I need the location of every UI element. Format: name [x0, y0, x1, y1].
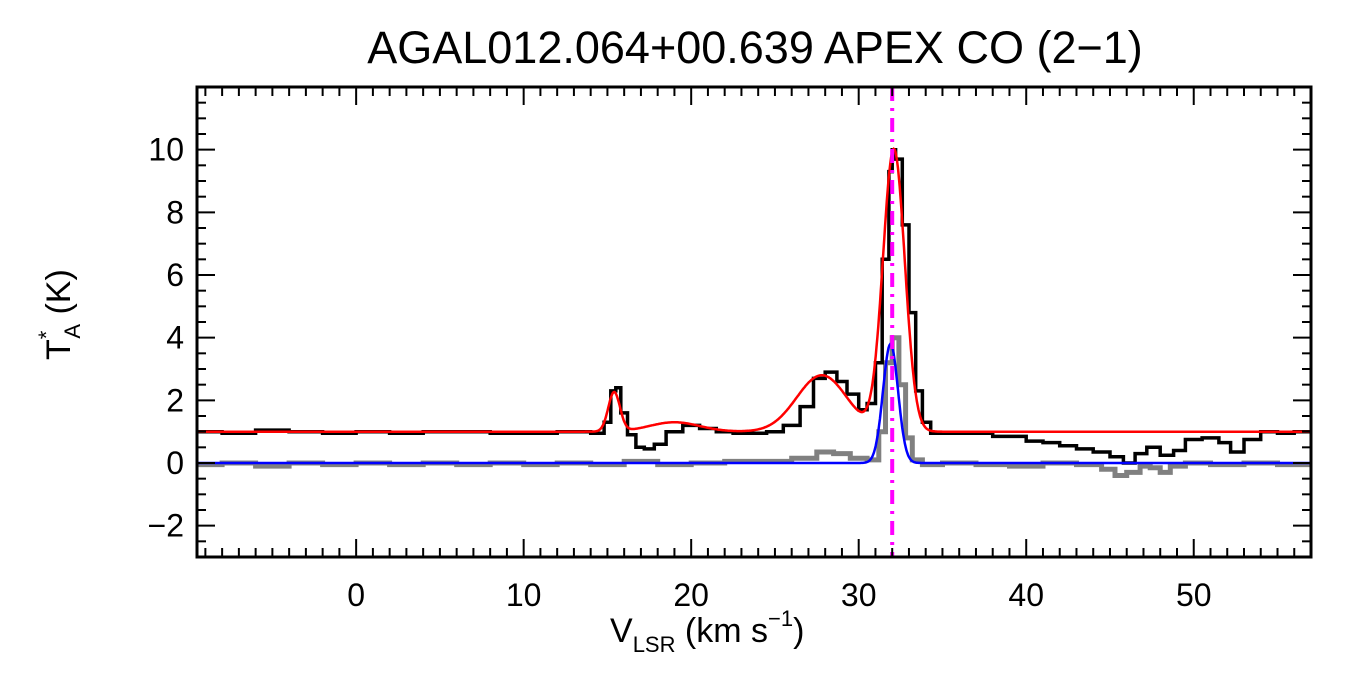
x-tick-label: 0 [347, 577, 365, 613]
x-tick-label: 40 [1008, 577, 1044, 613]
x-tick-label: 20 [673, 577, 709, 613]
y-tick-label: 8 [166, 194, 184, 230]
x-tick-label: 10 [506, 577, 542, 613]
y-tick-label: 2 [166, 382, 184, 418]
plot-frame [195, 85, 1313, 559]
chart-title: AGAL012.064+00.639 APEX CO (2−1) [340, 22, 1170, 74]
x-tick-label: 30 [841, 577, 877, 613]
y-tick-label: 6 [166, 257, 184, 293]
component-fit-line [197, 342, 1311, 465]
y-tick-label: 0 [166, 445, 184, 481]
x-tick-label: 50 [1176, 577, 1212, 613]
y-axis-label: T*A (K) [34, 269, 85, 360]
total-fit-line [197, 147, 1311, 433]
y-tick-label: 4 [166, 320, 184, 356]
x-axis-label: VLSR (km s−1) [610, 606, 805, 657]
title-source: AGAL012.064+00.639 [367, 22, 814, 73]
observed-spectrum-line [197, 147, 1311, 465]
title-line: APEX CO (2−1) [823, 22, 1143, 73]
y-tick-label: 10 [148, 132, 184, 168]
y-tick-label: −2 [148, 508, 184, 544]
